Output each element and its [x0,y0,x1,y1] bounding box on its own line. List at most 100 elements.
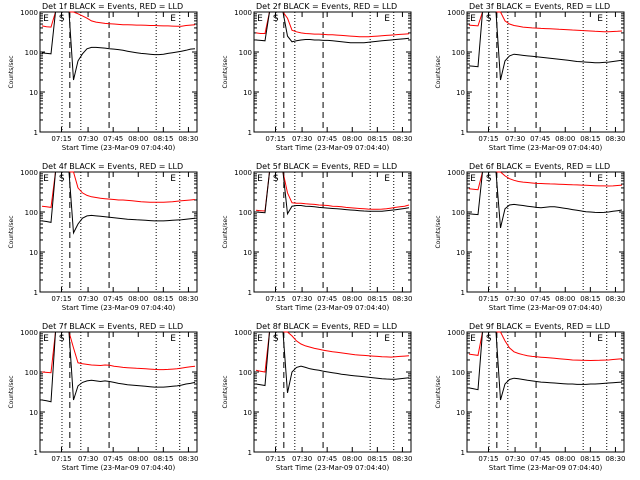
x-axis-label: Start Time (23-Mar-09 07:04:40) [489,304,603,312]
x-tick-label: 07:30 [292,135,312,143]
x-axis-label: Start Time (23-Mar-09 07:04:40) [276,144,390,152]
chart-panel: Det 9f BLACK = Events, RED = LLD Counts/s… [435,322,626,472]
x-tick-label: 08:15 [153,135,173,143]
x-tick-label: 08:00 [555,135,575,143]
event-marker-label: S [486,174,492,184]
x-tick-label: 07:15 [51,135,71,143]
series-line [41,171,196,235]
y-axis-label: Counts/sec [8,55,15,88]
x-tick-label: 07:15 [478,455,498,463]
y-tick-label: 10 [456,249,465,257]
y-tick-label: 1 [248,449,252,457]
y-tick-label: 1 [34,449,38,457]
x-axis-label: Start Time (23-Mar-09 07:04:40) [276,464,390,472]
y-tick-label: 1000 [234,9,252,17]
x-tick-label: 07:15 [51,455,71,463]
x-tick-label: 08:30 [605,455,625,463]
y-tick-label: 10 [243,409,252,417]
event-marker-label: S [273,14,279,24]
plot-frame [253,171,412,293]
event-marker-label: E [597,174,603,184]
y-tick-label: 100 [239,209,252,217]
x-tick-label: 07:30 [292,455,312,463]
x-tick-label: 07:30 [78,135,98,143]
chart-panel: Det 2f BLACK = Events, RED = LLD Counts/s… [222,2,413,152]
x-tick-label: 08:15 [580,295,600,303]
x-tick-label: 07:45 [530,295,550,303]
y-tick-label: 1000 [447,329,465,337]
chart-title: Det 8f BLACK = Events, RED = LLD [256,322,397,331]
y-tick-label: 100 [239,49,252,57]
y-tick-label: 1 [461,449,465,457]
chart-title: Det 1f BLACK = Events, RED = LLD [42,2,183,11]
x-tick-label: 08:00 [555,455,575,463]
event-marker-label: S [486,14,492,24]
event-marker-label: S [59,334,65,344]
y-tick-label: 1 [248,129,252,137]
x-axis-label: Start Time (23-Mar-09 07:04:40) [276,304,390,312]
y-tick-label: 10 [29,409,38,417]
y-tick-label: 10 [456,89,465,97]
y-axis-label: Counts/sec [222,55,229,88]
x-tick-label: 08:30 [605,295,625,303]
x-tick-label: 07:45 [317,135,337,143]
y-tick-label: 10 [29,249,38,257]
x-tick-label: 08:30 [178,455,198,463]
x-tick-label: 08:00 [555,295,575,303]
event-marker-label: E [384,174,390,184]
y-tick-label: 1000 [447,9,465,17]
chart-title: Det 7f BLACK = Events, RED = LLD [42,322,183,331]
x-tick-label: 07:45 [317,295,337,303]
chart-panel: Det 7f BLACK = Events, RED = LLD Counts/s… [8,322,199,472]
y-tick-label: 1000 [20,329,38,337]
event-marker-label: E [257,174,263,184]
plot-frame [466,171,625,293]
y-tick-label: 10 [243,89,252,97]
y-tick-label: 100 [25,369,38,377]
y-axis-label: Counts/sec [435,215,442,248]
y-axis-label: Counts/sec [8,215,15,248]
x-tick-label: 08:30 [605,135,625,143]
x-tick-label: 08:30 [392,135,412,143]
x-tick-label: 07:30 [505,135,525,143]
x-axis-label: Start Time (23-Mar-09 07:04:40) [62,464,176,472]
event-marker-label: E [470,334,476,344]
event-marker-label: S [59,174,65,184]
y-tick-label: 100 [452,209,465,217]
series-line [41,331,196,403]
chart-panel: Det 6f BLACK = Events, RED = LLD Counts/s… [435,162,626,312]
event-marker-label: E [43,174,49,184]
x-tick-label: 08:30 [392,295,412,303]
y-tick-label: 1000 [447,169,465,177]
chart-panel: Det 1f BLACK = Events, RED = LLD Counts/s… [8,2,199,152]
y-axis-label: Counts/sec [435,375,442,408]
event-marker-label: E [597,14,603,24]
x-tick-label: 07:30 [78,295,98,303]
series-line [468,11,623,81]
event-marker-label: S [273,174,279,184]
series-line [255,171,410,216]
x-tick-label: 07:30 [505,295,525,303]
x-tick-label: 08:15 [153,455,173,463]
chart-panel: Det 8f BLACK = Events, RED = LLD Counts/s… [222,322,413,472]
event-marker-label: E [170,14,176,24]
x-tick-label: 07:45 [530,135,550,143]
x-tick-label: 07:15 [478,135,498,143]
y-tick-label: 100 [452,49,465,57]
y-tick-label: 1000 [234,169,252,177]
event-marker-label: S [273,334,279,344]
x-axis-label: Start Time (23-Mar-09 07:04:40) [62,144,176,152]
x-tick-label: 08:15 [580,455,600,463]
x-axis-label: Start Time (23-Mar-09 07:04:40) [62,304,176,312]
plot-frame [253,331,412,453]
x-tick-label: 07:30 [292,295,312,303]
series-line [468,171,623,229]
plot-frame [39,11,198,133]
x-tick-label: 07:15 [51,295,71,303]
x-tick-label: 08:30 [178,135,198,143]
x-tick-label: 08:30 [392,455,412,463]
event-marker-label: E [470,14,476,24]
event-marker-label: E [597,334,603,344]
x-tick-label: 08:00 [128,135,148,143]
